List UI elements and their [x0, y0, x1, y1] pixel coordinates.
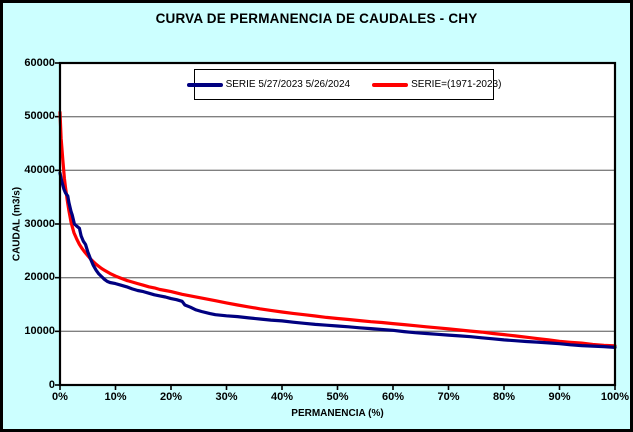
legend-entry-serie-1971-2023: SERIE=(1971-2023) [372, 79, 501, 90]
legend-label: SERIE=(1971-2023) [411, 79, 502, 90]
y-tick-label: 40000 [24, 163, 55, 176]
red-line-swatch [372, 82, 409, 87]
y-tick-label: 20000 [24, 271, 55, 284]
y-tick-label: 30000 [24, 217, 55, 230]
y-tick-label: 60000 [24, 56, 55, 69]
x-tick-label: 70% [437, 391, 460, 403]
x-tick-label: 100% [600, 391, 630, 403]
x-tick-label: 50% [326, 391, 349, 403]
y-tick-label: 0 [48, 378, 55, 391]
x-tick-label: 90% [548, 391, 571, 403]
x-tick-label: 20% [159, 391, 183, 403]
x-tick-label: 60% [381, 391, 405, 403]
legend-entry-serie-2023-2024: SERIE 5/27/2023 5/26/2024 [186, 79, 351, 90]
blue-line-swatch [186, 82, 223, 87]
x-axis-title: PERMANENCIA (%) [291, 408, 384, 419]
x-tick-label: 10% [104, 391, 127, 403]
x-tick-label: 0% [52, 391, 68, 403]
y-axis-title: CAUDAL (m3/s) [11, 186, 23, 262]
legend-label: SERIE 5/27/2023 5/26/2024 [225, 79, 351, 90]
legend-box: SERIE 5/27/2023 5/26/2024 SERIE=(1971-20… [186, 69, 501, 100]
y-tick-label: 10000 [24, 324, 55, 337]
plot-area [55, 61, 617, 390]
x-tick-label: 30% [215, 391, 238, 403]
x-tick-label: 80% [492, 391, 516, 403]
x-tick-label: 40% [270, 391, 294, 403]
chart-title: CURVA DE PERMANENCIA DE CAUDALES - CHY [155, 11, 478, 26]
y-tick-label: 50000 [24, 110, 55, 123]
